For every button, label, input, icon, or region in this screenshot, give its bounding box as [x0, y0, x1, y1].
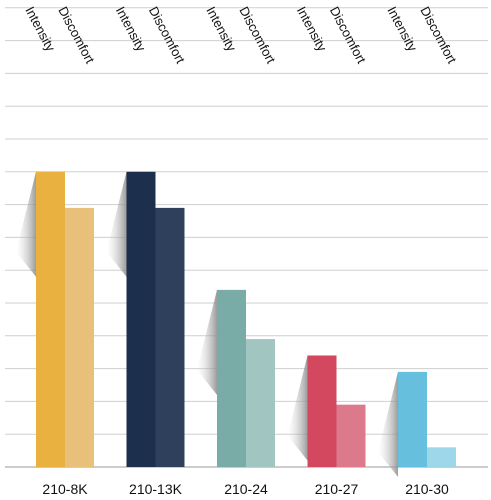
- category-label: 210-24: [224, 481, 268, 497]
- series-label-discomfort: Discomfort: [55, 4, 98, 66]
- category-label: 210-30: [405, 481, 449, 497]
- bar-discomfort-210-27: [336, 404, 366, 467]
- bar-discomfort-210-30: [427, 447, 456, 467]
- category-labels: 210-8K 210-13K 210-24 210-27 210-30: [42, 481, 449, 497]
- bar-shadow: [106, 171, 127, 277]
- series-label-intensity: Intensity: [22, 4, 58, 54]
- bar-intensity-210-13k: [126, 171, 156, 468]
- category-label: 210-13K: [129, 481, 183, 497]
- series-label-intensity: Intensity: [294, 4, 330, 54]
- bar-shadow: [197, 289, 217, 395]
- bar-intensity-210-30: [398, 371, 427, 467]
- bar-shadow: [378, 371, 398, 477]
- bar-discomfort-210-8k: [65, 207, 94, 467]
- bar-intensity-210-8k: [36, 171, 65, 468]
- category-label: 210-8K: [42, 481, 88, 497]
- series-label-intensity: Intensity: [113, 4, 149, 54]
- bar-shadow: [16, 171, 36, 277]
- series-label-intensity: Intensity: [384, 4, 420, 54]
- category-label: 210-27: [315, 481, 359, 497]
- bar-shadows: [16, 171, 398, 477]
- series-label-intensity: Intensity: [203, 4, 239, 54]
- series-label-discomfort: Discomfort: [146, 4, 189, 66]
- bars: [36, 171, 456, 468]
- series-label-discomfort: Discomfort: [236, 4, 279, 66]
- bar-intensity-210-24: [217, 289, 246, 467]
- bar-intensity-210-27: [307, 355, 337, 467]
- bar-discomfort-210-24: [246, 339, 275, 467]
- series-label-discomfort: Discomfort: [327, 4, 370, 66]
- bar-discomfort-210-13k: [155, 207, 185, 467]
- bar-shadow: [287, 355, 308, 461]
- series-label-discomfort: Discomfort: [417, 4, 460, 66]
